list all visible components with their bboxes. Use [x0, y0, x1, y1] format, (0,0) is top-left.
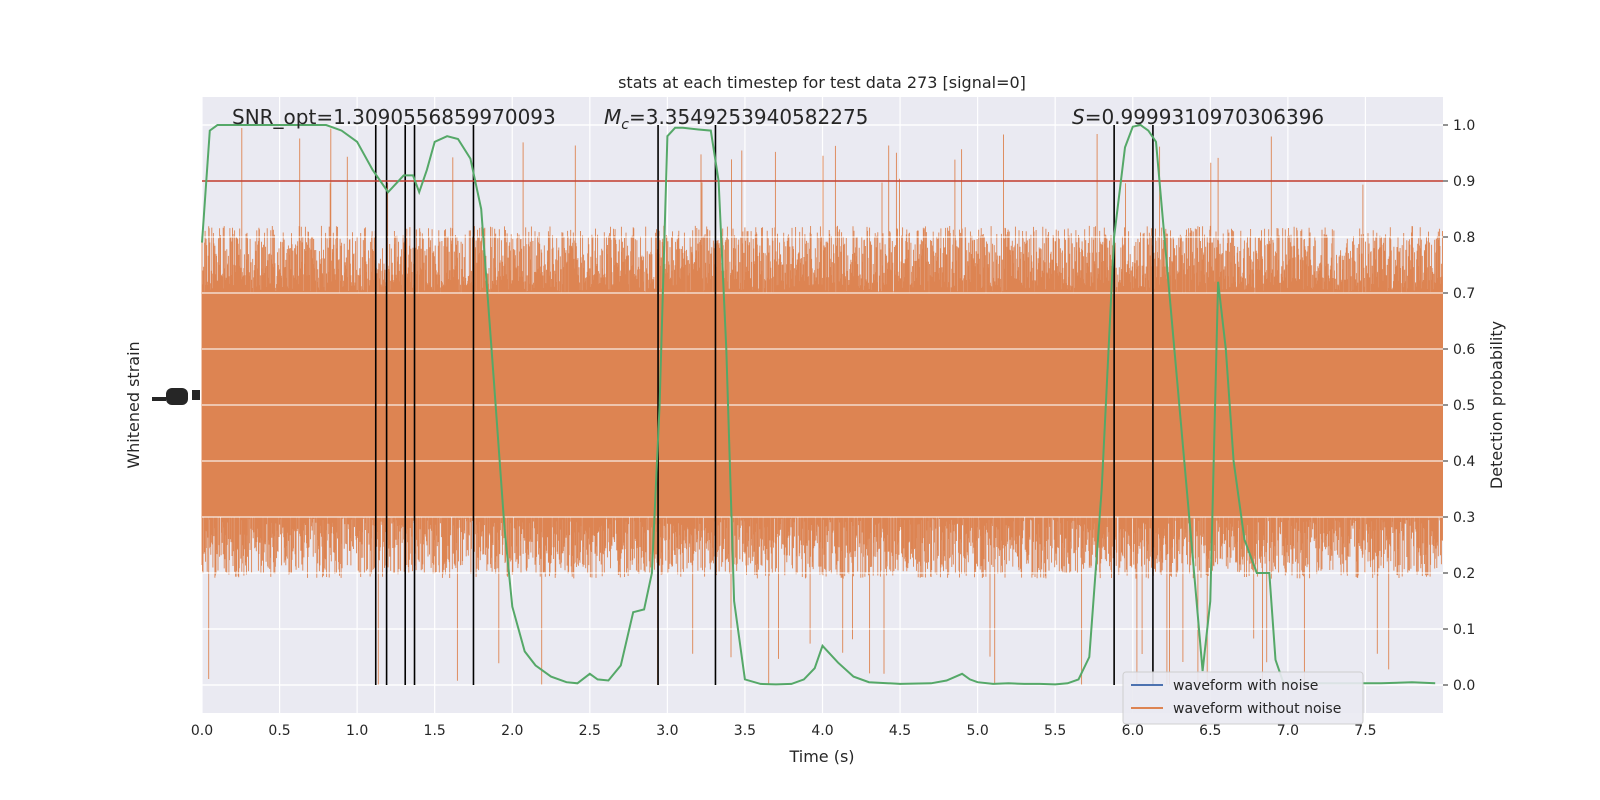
vertical-lines	[374, 125, 1154, 685]
y-tick-label: 0.6	[1453, 342, 1475, 358]
x-tick-label: 6.0	[1122, 723, 1144, 739]
x-tick-label: 1.5	[424, 723, 446, 739]
y-tick-label: 1.0	[1453, 118, 1475, 134]
x-tick-labels: 0.0 0.5 1.0 1.5 2.0 2.5 3.0 3.5 4.0 4.5 5.0 5.5 6.0 6…	[191, 723, 1377, 739]
x-tick-label: 0.5	[268, 723, 290, 739]
x-tick-label: 2.5	[579, 723, 601, 739]
y-tick-label: 0.1	[1453, 622, 1475, 638]
noise-spikes	[201, 128, 1443, 685]
y-tick-label: 0.5	[1453, 398, 1475, 414]
mc-symbol: M	[604, 105, 621, 129]
mc-subscript: c	[621, 117, 629, 133]
chart-title: stats at each timestep for test data 273…	[618, 73, 1026, 92]
y-right-axis-label: Detection probability	[1487, 321, 1506, 489]
x-tick-label: 5.0	[966, 723, 988, 739]
y-tick-label: 0.4	[1453, 454, 1475, 470]
legend: waveform with noise waveform without noi…	[1122, 671, 1364, 725]
x-tick-label: 2.0	[501, 723, 523, 739]
y-left-axis-label: Whitened strain	[124, 341, 143, 468]
x-axis-label: Time (s)	[788, 747, 854, 766]
y-tick-label: 0.9	[1453, 174, 1475, 190]
s-value: =0.9999310970306396	[1085, 105, 1324, 129]
x-tick-label: 7.5	[1354, 723, 1376, 739]
x-tick-label: 3.0	[656, 723, 678, 739]
s-symbol: S	[1072, 105, 1085, 129]
x-tick-label: 3.5	[734, 723, 756, 739]
x-tick-label: 6.5	[1199, 723, 1221, 739]
x-tick-label: 7.0	[1277, 723, 1299, 739]
y-tick-label: 0.7	[1453, 286, 1475, 302]
y-tick-label: 0.3	[1453, 510, 1475, 526]
mc-value: =3.3549253940582275	[629, 105, 868, 129]
x-tick-label: 1.0	[346, 723, 368, 739]
x-tick-label: 4.0	[811, 723, 833, 739]
mc-annotation: Mc=3.3549253940582275	[604, 105, 868, 133]
y-right-tick-labels: 0.0 0.1 0.2 0.3 0.4 0.5 0.6 0.7 0.8 0.9 1.0	[1443, 118, 1475, 694]
y-tick-label: 0.0	[1453, 678, 1475, 694]
x-tick-label: 4.5	[889, 723, 911, 739]
s-annotation: S=0.9999310970306396	[1072, 105, 1324, 129]
legend-label-with-noise: waveform with noise	[1173, 678, 1318, 694]
legend-box	[1122, 671, 1364, 725]
left-axis-overlapped-ticks	[152, 388, 200, 405]
y-tick-label: 0.8	[1453, 230, 1475, 246]
detection-probability-line	[201, 123, 1436, 686]
x-tick-label: 5.5	[1044, 723, 1066, 739]
x-tick-label: 0.0	[191, 723, 213, 739]
y-tick-label: 0.2	[1453, 566, 1475, 582]
snr-annotation: SNR_opt=1.3090556859970093	[232, 105, 556, 129]
legend-label-without-noise: waveform without noise	[1173, 701, 1341, 717]
